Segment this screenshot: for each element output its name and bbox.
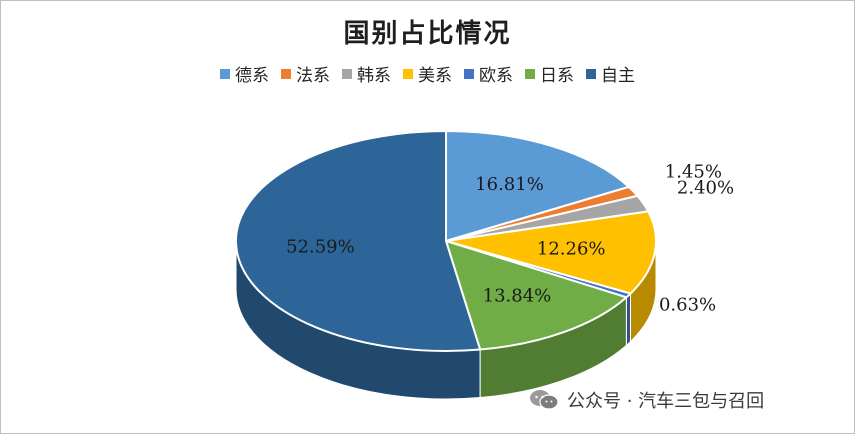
pie-slice [235,129,482,352]
legend-swatch [525,68,535,79]
legend-swatch [464,68,474,79]
legend-item: 美系 [403,61,452,86]
data-label: 52.59% [286,236,355,257]
legend-label: 美系 [418,66,452,86]
wechat-icon [530,390,559,410]
data-label: 16.81% [475,174,544,195]
legend-swatch [586,68,596,79]
data-label: 1.45% [665,162,722,183]
data-label: 12.26% [537,238,606,259]
legend: 德系 法系 韩系 美系 欧系 日系 自主 [1,61,854,86]
data-label: 13.84% [483,286,552,307]
legend-label: 日系 [540,66,574,86]
legend-swatch [342,68,352,79]
legend-swatch [220,68,230,79]
legend-label: 韩系 [357,66,391,86]
legend-item: 日系 [525,61,574,86]
legend-swatch [403,68,413,79]
chart-title: 国别占比情况 [343,19,512,49]
legend-label: 自主 [601,66,635,86]
legend-item: 韩系 [342,61,391,86]
legend-label: 德系 [235,66,269,86]
legend-item: 自主 [586,61,635,86]
pie-slice [444,239,629,351]
legend-item: 法系 [281,61,330,86]
pie-slice-side [625,292,631,347]
legend-swatch [281,68,291,79]
watermark-text: 公众号 · 汽车三包与召回 [567,391,765,412]
data-label: 2.40% [677,177,734,198]
pie-slice [445,129,631,243]
legend-item: 德系 [220,61,269,86]
legend-label: 法系 [296,66,330,86]
pie-slice [445,210,657,295]
legend-item: 欧系 [464,61,513,86]
watermark: 公众号 · 汽车三包与召回 [529,387,764,413]
legend-label: 欧系 [479,66,513,86]
data-label: 0.63% [659,294,716,315]
